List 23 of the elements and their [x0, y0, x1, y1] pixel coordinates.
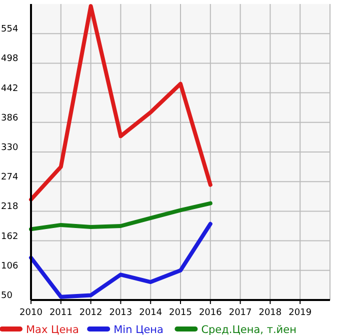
x-tick-label: 2016	[198, 308, 222, 318]
y-tick-label: 554	[1, 24, 18, 35]
x-tick-label: 2010	[20, 308, 43, 318]
x-tick-label: 2012	[79, 308, 102, 318]
x-tick-label: 2014	[139, 308, 162, 318]
legend-label: Min Цена	[114, 324, 164, 335]
legend-label: Max Цена	[26, 324, 79, 335]
y-tick-label: 50	[1, 291, 13, 301]
y-tick-label: 386	[1, 113, 18, 124]
x-tick-label: 2017	[228, 308, 252, 318]
x-tick-label: 2018	[258, 308, 282, 318]
y-tick-label: 498	[1, 54, 18, 64]
x-tick-label: 2019	[288, 308, 312, 318]
x-tick-label: 2015	[169, 308, 192, 318]
y-tick-label: 162	[1, 232, 18, 242]
legend-label: Сред.Цена, т.йен	[201, 324, 296, 335]
x-tick-label: 2013	[109, 308, 132, 318]
y-tick-label: 274	[1, 172, 18, 183]
y-tick-label: 106	[1, 261, 18, 272]
x-tick-label: 2011	[49, 308, 72, 318]
y-tick-label: 330	[1, 143, 18, 153]
y-tick-label: 442	[1, 84, 18, 94]
y-tick-label: 218	[1, 202, 18, 212]
